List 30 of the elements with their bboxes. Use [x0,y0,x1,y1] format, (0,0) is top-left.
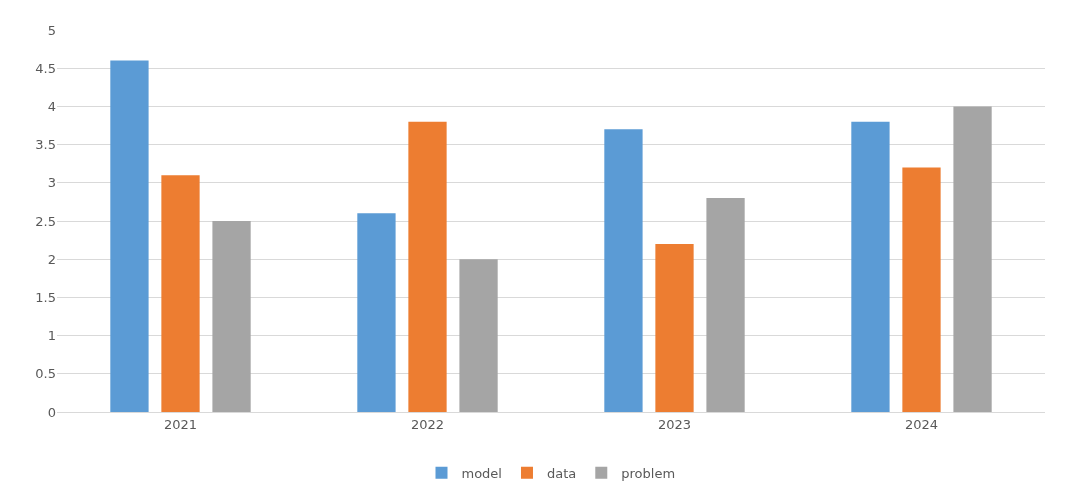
y-tick-label: 3.5 [35,137,56,153]
bar [110,60,149,412]
bar [706,198,745,412]
y-tick-label: 5 [47,22,56,38]
legend-label: data [546,465,577,481]
y-tick-label: 1.5 [35,289,56,305]
bar [357,213,396,412]
y-tick-label: 2.5 [35,213,56,229]
y-tick-label: 4 [47,98,56,114]
bar [953,106,992,412]
y-tick-label: 3 [47,175,56,191]
bar [604,129,643,412]
x-tick-label: 2023 [657,416,692,432]
y-tick-label: 2 [47,251,56,267]
x-tick-label: 2021 [163,416,198,432]
bar [459,259,498,412]
bar [655,243,694,412]
y-tick-label: 1 [47,328,56,344]
bar [408,121,447,412]
x-tick-label: 2024 [904,416,939,432]
legend-label: problem [621,465,676,481]
bar [851,121,890,412]
x-tick-label: 2022 [410,416,445,432]
y-tick-label: 0.5 [35,366,56,382]
bar [161,175,200,412]
y-tick-label: 4.5 [35,60,56,76]
bar [212,221,251,412]
legend-label: model [461,465,502,481]
bar [902,167,941,412]
y-tick-label: 0 [47,404,56,420]
